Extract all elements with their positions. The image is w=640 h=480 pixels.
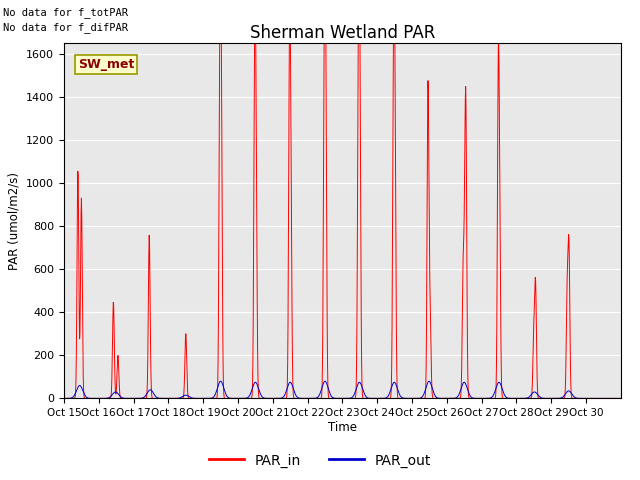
- PAR_out: [217, 378, 225, 384]
- PAR_out: [143, 391, 150, 397]
- Title: Sherman Wetland PAR: Sherman Wetland PAR: [250, 24, 435, 42]
- PAR_out: [582, 396, 590, 401]
- PAR_out: [531, 389, 539, 395]
- PAR_out: [60, 396, 68, 401]
- Legend: PAR_in, PAR_out: PAR_in, PAR_out: [204, 448, 436, 473]
- Text: No data for f_difPAR: No data for f_difPAR: [3, 22, 128, 33]
- PAR_in: [513, 396, 520, 401]
- PAR_in: [60, 396, 68, 401]
- PAR_in: [531, 275, 539, 280]
- PAR_in: [198, 396, 205, 401]
- Line: PAR_out: PAR_out: [64, 381, 621, 398]
- Y-axis label: PAR (umol/m2/s): PAR (umol/m2/s): [8, 172, 20, 270]
- Line: PAR_in: PAR_in: [64, 0, 621, 398]
- PAR_out: [198, 396, 205, 401]
- PAR_in: [143, 394, 150, 399]
- PAR_in: [582, 396, 590, 401]
- PAR_out: [474, 396, 482, 401]
- PAR_in: [474, 396, 482, 401]
- Text: No data for f_totPAR: No data for f_totPAR: [3, 7, 128, 18]
- PAR_in: [266, 396, 274, 401]
- Text: SW_met: SW_met: [78, 58, 134, 71]
- PAR_in: [618, 396, 625, 401]
- PAR_out: [267, 396, 275, 401]
- PAR_out: [618, 396, 625, 401]
- PAR_out: [513, 396, 520, 401]
- X-axis label: Time: Time: [328, 421, 357, 434]
